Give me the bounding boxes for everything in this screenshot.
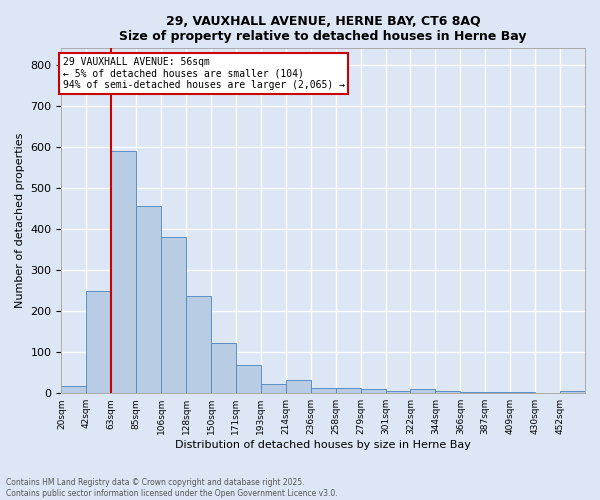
Bar xyxy=(261,384,286,393)
Bar xyxy=(335,388,361,393)
Bar xyxy=(211,343,236,393)
Bar xyxy=(286,380,311,393)
Bar xyxy=(136,206,161,393)
Bar xyxy=(186,296,211,393)
Title: 29, VAUXHALL AVENUE, HERNE BAY, CT6 8AQ
Size of property relative to detached ho: 29, VAUXHALL AVENUE, HERNE BAY, CT6 8AQ … xyxy=(119,15,527,43)
Text: Contains HM Land Registry data © Crown copyright and database right 2025.
Contai: Contains HM Land Registry data © Crown c… xyxy=(6,478,338,498)
Bar xyxy=(510,392,535,393)
Bar xyxy=(111,151,136,393)
Y-axis label: Number of detached properties: Number of detached properties xyxy=(15,133,25,308)
Bar xyxy=(236,366,261,393)
Bar xyxy=(386,390,410,393)
Text: 29 VAUXHALL AVENUE: 56sqm
← 5% of detached houses are smaller (104)
94% of semi-: 29 VAUXHALL AVENUE: 56sqm ← 5% of detach… xyxy=(62,56,344,90)
Bar xyxy=(560,391,585,393)
Bar xyxy=(436,391,460,393)
Bar xyxy=(410,389,436,393)
Bar xyxy=(311,388,335,393)
Bar xyxy=(61,386,86,393)
Bar xyxy=(86,290,111,393)
Bar xyxy=(485,392,510,393)
Bar xyxy=(460,392,485,393)
X-axis label: Distribution of detached houses by size in Herne Bay: Distribution of detached houses by size … xyxy=(175,440,471,450)
Bar xyxy=(161,237,186,393)
Bar xyxy=(361,389,386,393)
